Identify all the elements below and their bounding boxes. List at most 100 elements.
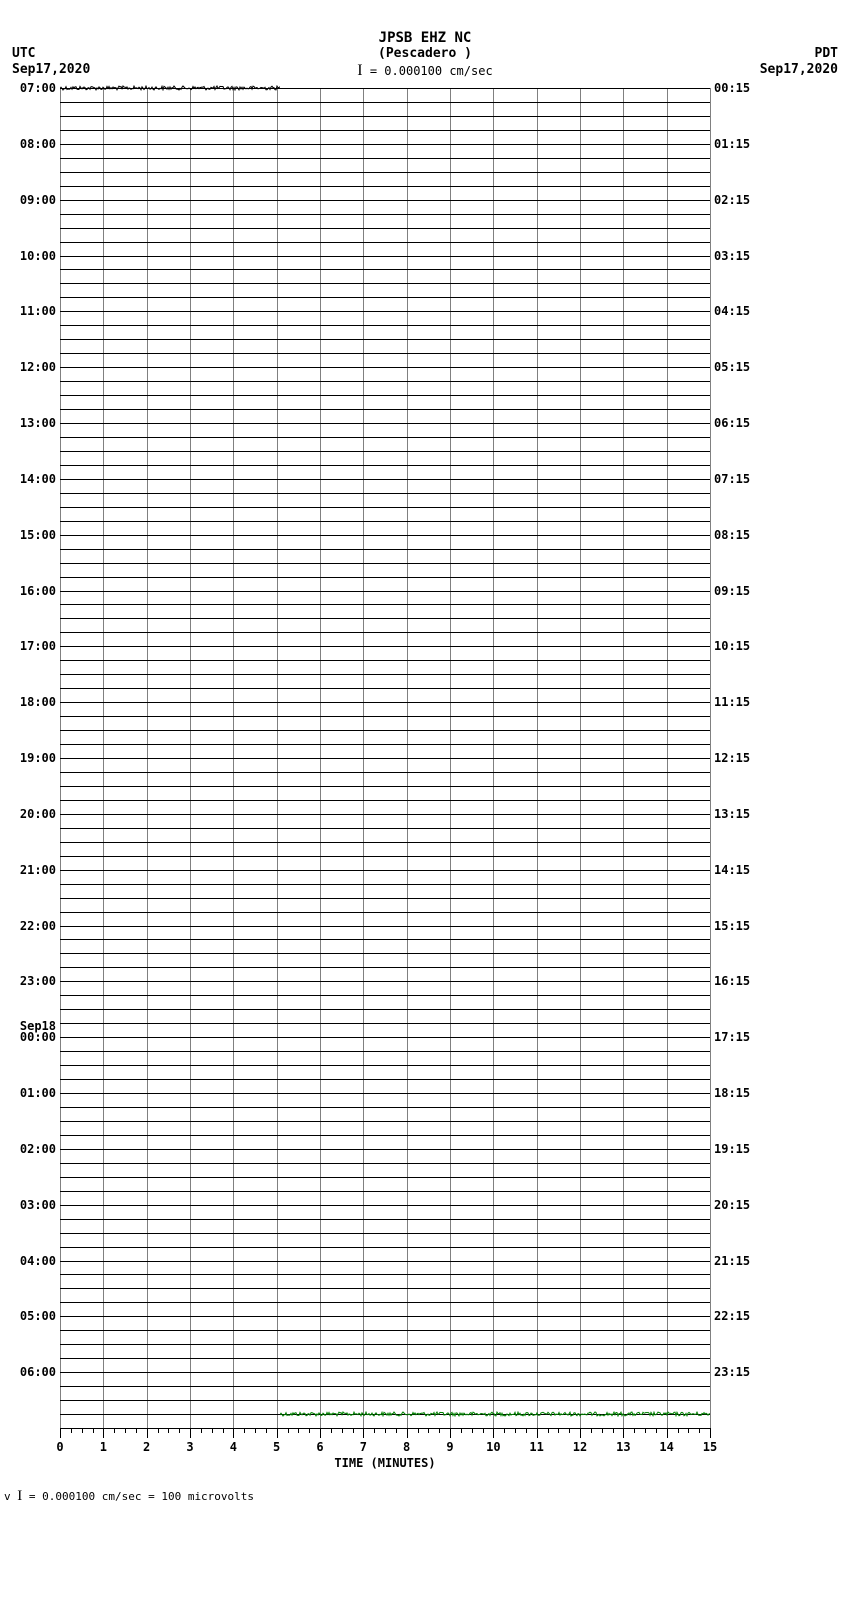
hour-label-left: 10:00 — [20, 249, 56, 263]
hour-label-left: 07:00 — [20, 81, 56, 95]
x-axis-title: TIME (MINUTES) — [0, 1456, 770, 1470]
trace-baseline — [60, 1274, 710, 1275]
trace-baseline — [60, 814, 710, 815]
hour-label-right: 23:15 — [714, 1365, 750, 1379]
hour-label-left: 06:00 — [20, 1365, 56, 1379]
xtick-major — [60, 1428, 61, 1438]
trace-baseline — [60, 507, 710, 508]
trace-baseline — [60, 800, 710, 801]
trace-baseline — [60, 1261, 710, 1262]
hour-label-left: 15:00 — [20, 528, 56, 542]
xtick-minor — [526, 1428, 527, 1433]
xtick-minor — [439, 1428, 440, 1433]
xtick-label: 4 — [230, 1440, 237, 1454]
trace-baseline — [60, 1177, 710, 1178]
xtick-minor — [699, 1428, 700, 1433]
trace-baseline — [60, 158, 710, 159]
hour-label-left: 21:00 — [20, 863, 56, 877]
xtick-minor — [93, 1428, 94, 1433]
trace-baseline — [60, 660, 710, 661]
trace-baseline — [60, 702, 710, 703]
trace-baseline — [60, 1163, 710, 1164]
trace-baseline — [60, 1372, 710, 1373]
trace-baseline — [60, 1330, 710, 1331]
trace-baseline — [60, 1079, 710, 1080]
hour-label-left: 05:00 — [20, 1309, 56, 1323]
xtick-major — [103, 1428, 104, 1438]
hour-label-right: 16:15 — [714, 974, 750, 988]
hour-label-left: 08:00 — [20, 137, 56, 151]
xtick-minor — [396, 1428, 397, 1433]
hour-label-left: 01:00 — [20, 1086, 56, 1100]
trace-baseline — [60, 1205, 710, 1206]
trace-baseline — [60, 353, 710, 354]
xtick-minor — [515, 1428, 516, 1433]
xtick-minor — [136, 1428, 137, 1433]
gridline-vertical — [710, 88, 711, 1428]
xtick-label: 1 — [100, 1440, 107, 1454]
waveform-trace-last — [280, 1411, 710, 1417]
trace-baseline — [60, 995, 710, 996]
xtick-label: 3 — [186, 1440, 193, 1454]
trace-baseline — [60, 367, 710, 368]
xtick-minor — [645, 1428, 646, 1433]
xtick-minor — [569, 1428, 570, 1433]
xtick-minor — [201, 1428, 202, 1433]
trace-baseline — [60, 1051, 710, 1052]
trace-baseline — [60, 283, 710, 284]
tz-right-label: PDT — [815, 46, 838, 61]
xtick-minor — [656, 1428, 657, 1433]
hour-label-right: 14:15 — [714, 863, 750, 877]
xtick-label: 8 — [403, 1440, 410, 1454]
tz-left-label: UTC — [12, 46, 35, 61]
trace-baseline — [60, 744, 710, 745]
xtick-major — [580, 1428, 581, 1438]
trace-baseline — [60, 493, 710, 494]
hour-label-right: 03:15 — [714, 249, 750, 263]
trace-baseline — [60, 381, 710, 382]
hour-label-left: 14:00 — [20, 472, 56, 486]
hour-label-left: 17:00 — [20, 639, 56, 653]
trace-baseline — [60, 102, 710, 103]
xtick-label: 10 — [486, 1440, 500, 1454]
xtick-major — [363, 1428, 364, 1438]
trace-baseline — [60, 1288, 710, 1289]
xtick-minor — [688, 1428, 689, 1433]
hour-label-left: 03:00 — [20, 1198, 56, 1212]
xtick-major — [623, 1428, 624, 1438]
trace-baseline — [60, 1107, 710, 1108]
xtick-minor — [331, 1428, 332, 1433]
hour-label-right: 10:15 — [714, 639, 750, 653]
xtick-minor — [472, 1428, 473, 1433]
xtick-label: 9 — [446, 1440, 453, 1454]
footer-prefix: v — [4, 1490, 17, 1503]
trace-baseline — [60, 1121, 710, 1122]
trace-baseline — [60, 1037, 710, 1038]
trace-baseline — [60, 228, 710, 229]
xtick-label: 12 — [573, 1440, 587, 1454]
trace-baseline — [60, 688, 710, 689]
trace-baseline — [60, 1023, 710, 1024]
xtick-minor — [591, 1428, 592, 1433]
hour-label-right: 08:15 — [714, 528, 750, 542]
trace-baseline — [60, 256, 710, 257]
xtick-minor — [613, 1428, 614, 1433]
trace-baseline — [60, 214, 710, 215]
trace-baseline — [60, 242, 710, 243]
trace-baseline — [60, 577, 710, 578]
xtick-minor — [82, 1428, 83, 1433]
footer-text: = 0.000100 cm/sec = 100 microvolts — [29, 1490, 254, 1503]
scale-text: = 0.000100 cm/sec — [370, 64, 493, 78]
trace-baseline — [60, 856, 710, 857]
trace-baseline — [60, 591, 710, 592]
xtick-major — [233, 1428, 234, 1438]
xtick-minor — [266, 1428, 267, 1433]
footer-scale: v I = 0.000100 cm/sec = 100 microvolts — [4, 1488, 254, 1505]
seismogram-container: JPSB EHZ NC (Pescadero ) I = 0.000100 cm… — [0, 0, 850, 1613]
trace-baseline — [60, 1386, 710, 1387]
trace-baseline — [60, 870, 710, 871]
xtick-minor — [212, 1428, 213, 1433]
xtick-label: 13 — [616, 1440, 630, 1454]
trace-baseline — [60, 325, 710, 326]
hour-label-left: 13:00 — [20, 416, 56, 430]
